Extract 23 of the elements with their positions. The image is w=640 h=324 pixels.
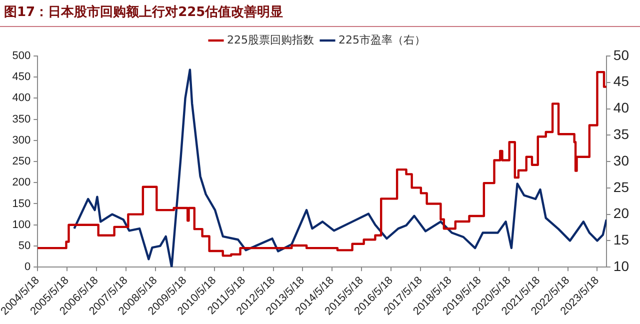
y2-tick-label: 15 (613, 232, 630, 248)
y2-tick-label: 30 (613, 152, 630, 168)
y-tick-label: 100 (12, 218, 31, 231)
y-tick-label: 350 (12, 113, 31, 126)
y-tick-label: 200 (12, 176, 31, 189)
legend-label: 225股票回购指数 (227, 33, 314, 46)
legend-label: 225市盈率（右） (338, 33, 426, 46)
y2-tick-label: 40 (613, 100, 630, 116)
y-tick-label: 250 (12, 156, 31, 168)
y2-tick-label: 20 (613, 205, 630, 222)
y-tick-label: 400 (12, 92, 31, 104)
y-tick-label: 450 (12, 71, 31, 84)
y-tick-label: 0 (24, 261, 31, 274)
y-tick-label: 300 (12, 134, 31, 146)
y-tick-label: 50 (18, 240, 31, 252)
y-tick-label: 150 (12, 198, 31, 210)
y2-tick-label: 10 (613, 258, 630, 274)
y2-tick-label: 45 (613, 73, 630, 90)
y2-tick-label: 50 (613, 46, 630, 63)
chart-title: 图17：日本股市回购额上行对225估值改善明显 (0, 0, 640, 27)
y-tick-label: 500 (12, 50, 31, 62)
y2-tick-label: 25 (613, 178, 630, 195)
y2-tick-label: 35 (613, 126, 630, 142)
